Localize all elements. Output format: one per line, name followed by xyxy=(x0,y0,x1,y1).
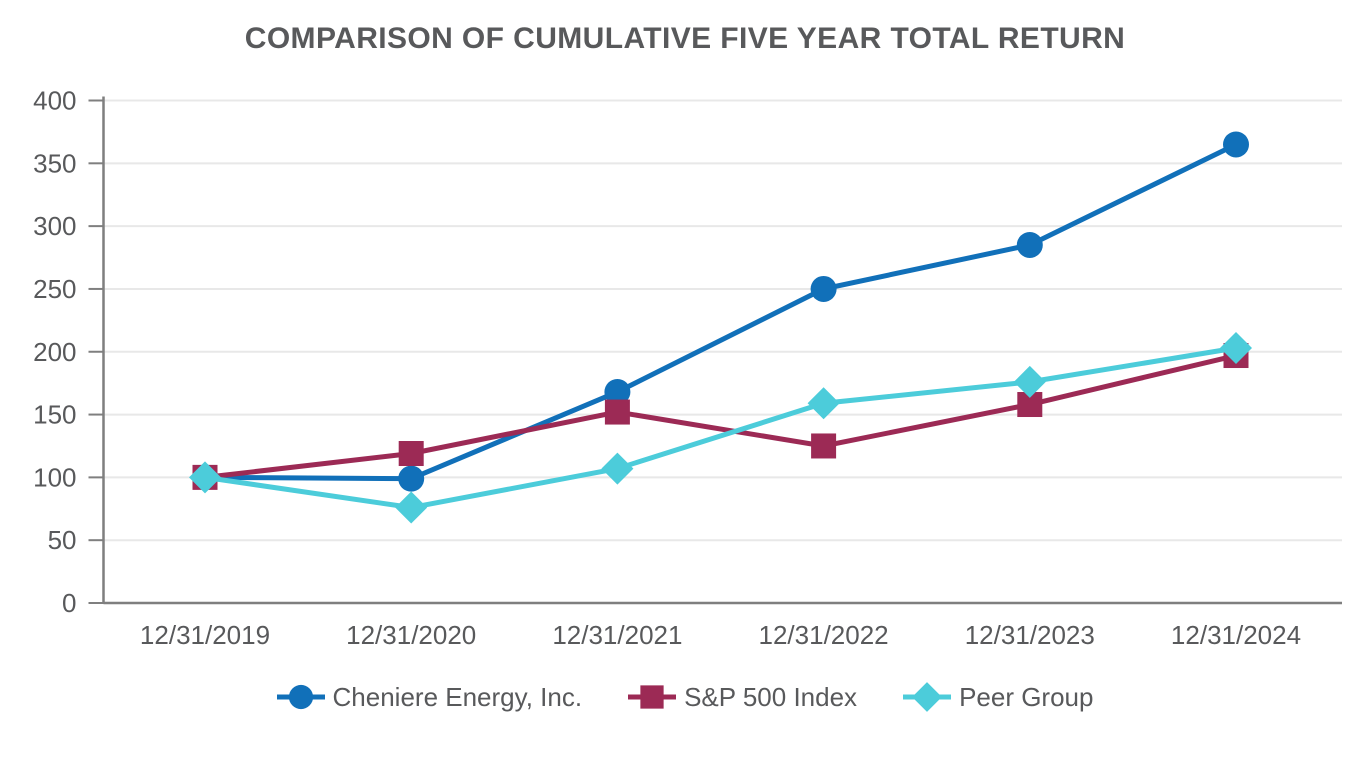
circle-marker xyxy=(1016,231,1043,258)
legend-label: S&P 500 Index xyxy=(684,681,858,712)
legend-item-cheniere: Cheniere Energy, Inc. xyxy=(276,680,583,714)
y-tick-label: 400 xyxy=(33,86,76,116)
x-tick-label: 12/31/2020 xyxy=(346,620,476,650)
series-2 xyxy=(189,331,1252,524)
square-marker xyxy=(640,685,664,709)
circle-marker xyxy=(810,275,837,302)
x-tick-label: 12/31/2019 xyxy=(140,620,270,650)
y-tick-label: 0 xyxy=(62,588,76,618)
series-line xyxy=(204,345,1237,511)
diamond-marker xyxy=(189,461,221,494)
plot-svg: 0 50 100 150 200 250 300 350 400 12/31/2019 12/31/… xyxy=(33,86,1342,650)
diamond-marker xyxy=(912,682,942,712)
legend-item-sp500: S&P 500 Index xyxy=(628,680,857,714)
square-marker xyxy=(811,433,837,459)
y-tick-label: 150 xyxy=(33,400,76,430)
circle-marker xyxy=(288,684,313,710)
circle-marker xyxy=(1223,131,1249,158)
y-tick-label: 50 xyxy=(48,525,77,555)
x-tick-label: 12/31/2022 xyxy=(759,620,889,650)
legend: Cheniere Energy, Inc. S&P 500 Index Peer… xyxy=(0,680,1370,714)
diamond-marker xyxy=(807,387,840,420)
y-tick-label: 250 xyxy=(33,274,76,304)
y-tick-label: 200 xyxy=(33,337,76,367)
circle-marker xyxy=(398,465,425,492)
diamond-marker xyxy=(1013,365,1046,398)
legend-label: Cheniere Energy, Inc. xyxy=(332,681,583,712)
x-tick-label: 12/31/2023 xyxy=(965,620,1095,650)
square-marker xyxy=(604,399,630,425)
diamond-marker-icon xyxy=(903,682,952,712)
chart-title: COMPARISON OF CUMULATIVE FIVE YEAR TOTAL… xyxy=(244,22,1126,55)
diamond-marker xyxy=(1220,331,1252,364)
square-marker-icon xyxy=(628,685,677,709)
series-line xyxy=(204,142,1238,482)
diamond-marker xyxy=(601,452,634,485)
square-marker xyxy=(398,441,424,467)
y-tick-label: 100 xyxy=(33,462,76,492)
circle-marker xyxy=(604,378,631,405)
diamond-marker xyxy=(395,491,428,524)
x-tick-label: 12/31/2021 xyxy=(552,620,682,650)
circle-marker-icon xyxy=(276,684,325,710)
series-1 xyxy=(192,343,1249,490)
series-line xyxy=(204,353,1237,480)
legend-label: Peer Group xyxy=(959,681,1094,712)
x-tick-label: 12/31/2024 xyxy=(1171,620,1301,650)
y-tick-label: 300 xyxy=(33,211,76,241)
legend-item-peer-group: Peer Group xyxy=(903,680,1093,714)
y-tick-label: 350 xyxy=(33,148,76,178)
